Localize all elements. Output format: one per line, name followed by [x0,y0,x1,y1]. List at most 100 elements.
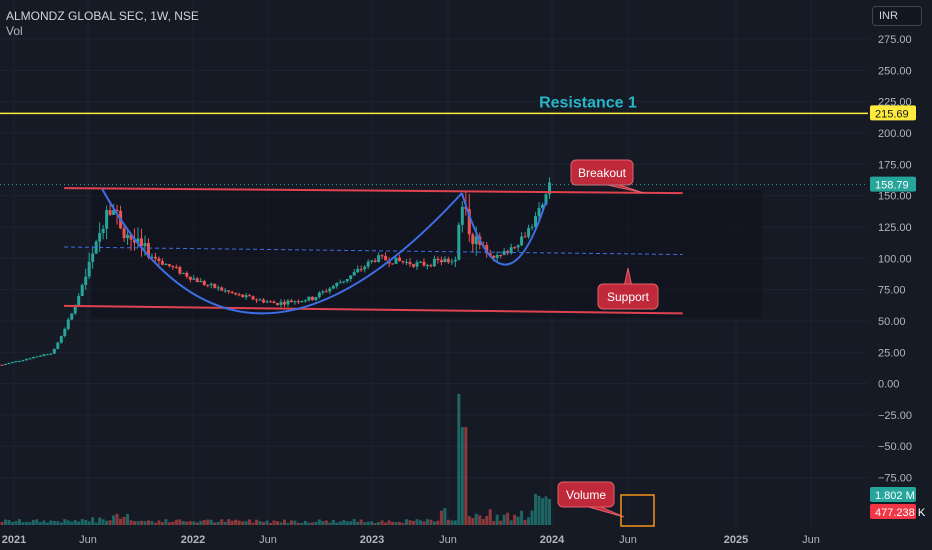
volume-bar [84,519,88,525]
candle-body [87,261,91,277]
candle-body [338,282,342,284]
candle-body [443,258,447,263]
channel-mid-line [64,246,683,256]
volume-bar [202,520,206,525]
candle-body [537,207,541,217]
volume-bar [363,522,367,525]
volume-bar [405,519,409,525]
candle-body [279,301,283,305]
candle-body [460,206,464,225]
volume-bar [49,520,53,525]
candle-body [317,292,321,298]
volume-bar [391,521,395,525]
candle-body [105,210,109,229]
candle-body [401,261,405,263]
candle-body [415,262,419,267]
currency-button[interactable]: INR [872,6,922,26]
volume-bar [77,521,81,525]
candle-body [146,243,150,258]
candle-body [307,296,311,301]
candle-body [300,300,304,302]
volume-bar [265,520,269,525]
volume-bar [520,510,524,525]
candle-body [31,357,35,359]
last-price-badge: 158.79 [870,176,916,192]
volume-bar [317,519,321,525]
candle-body [457,224,461,260]
volume-bar [394,522,398,525]
volume-bar [42,520,46,525]
candle-body [548,182,551,195]
candle-body [0,364,4,366]
candle-body [70,313,74,320]
volume-bars [0,394,551,525]
handle-curve [460,192,547,266]
volume-bar [31,519,35,525]
candle-body [534,216,538,228]
volume-bar [269,522,273,525]
x-tick-label: 2024 [540,534,565,546]
volume-bar [286,522,290,525]
volume-bar [300,522,304,525]
volume-bar [272,520,276,525]
candle-body [345,279,349,282]
candle-body [192,278,196,280]
volume-bar [425,519,429,525]
volume-bar [126,514,130,525]
volume-callout-text: Volume [566,488,606,502]
candle-body [216,287,220,289]
volume-bar [387,520,391,525]
candle-body [471,234,475,245]
candle-body [174,266,178,268]
volume-indicator-label[interactable]: Vol [6,24,23,38]
volume-bar [275,521,279,525]
volume-bar [0,522,4,525]
volume-bar [213,522,217,525]
volume-bar [220,519,224,525]
candle-body [101,228,105,234]
volume-bar [436,520,440,525]
volume-bar [28,522,32,525]
candle-body [499,255,503,257]
volume-bar [370,521,374,525]
y-tick-label: 100.00 [878,253,912,265]
volume-bar [133,521,137,525]
candle-body [328,288,332,292]
candle-body [258,299,262,301]
volume-bar [63,519,67,525]
time-axis[interactable]: 2021 Jun 2022 Jun 2023 Jun 2024 Jun 2025 Jun [2,534,820,546]
candle-body [495,255,499,258]
candle-body [262,299,266,303]
volume-down-badge-text: 477.238 K [875,507,926,519]
candle-body [373,260,377,262]
candle-body [56,342,60,349]
channel-lower-line [64,304,683,315]
resistance-price-badge-bg [870,105,916,121]
y-tick-label: 75.00 [878,285,906,297]
candle-body [28,358,32,360]
volume-bar [171,521,175,525]
candle-body [398,257,402,262]
candle-body [153,256,157,259]
candle-body [185,272,189,277]
volume-callout-box [557,481,615,508]
candle-body [429,265,433,267]
candle-body [513,247,517,249]
volume-bar [502,514,506,525]
candle-body [202,281,206,286]
candle-body [94,241,98,254]
volume-bar [181,521,185,525]
candle-body [335,282,339,287]
candle-body [282,301,286,305]
x-tick-label: Jun [619,534,637,546]
volume-bar [237,520,241,525]
price-axis[interactable]: 275.00250.00225.00200.00175.00150.00125.… [870,34,926,519]
volume-bar [174,519,178,525]
y-tick-label: 250.00 [878,65,912,77]
x-tick-label: Jun [259,534,277,546]
candle-body [181,272,185,274]
volume-bar [373,522,377,525]
y-tick-label: −50.00 [878,441,912,453]
candle-body [541,204,545,208]
